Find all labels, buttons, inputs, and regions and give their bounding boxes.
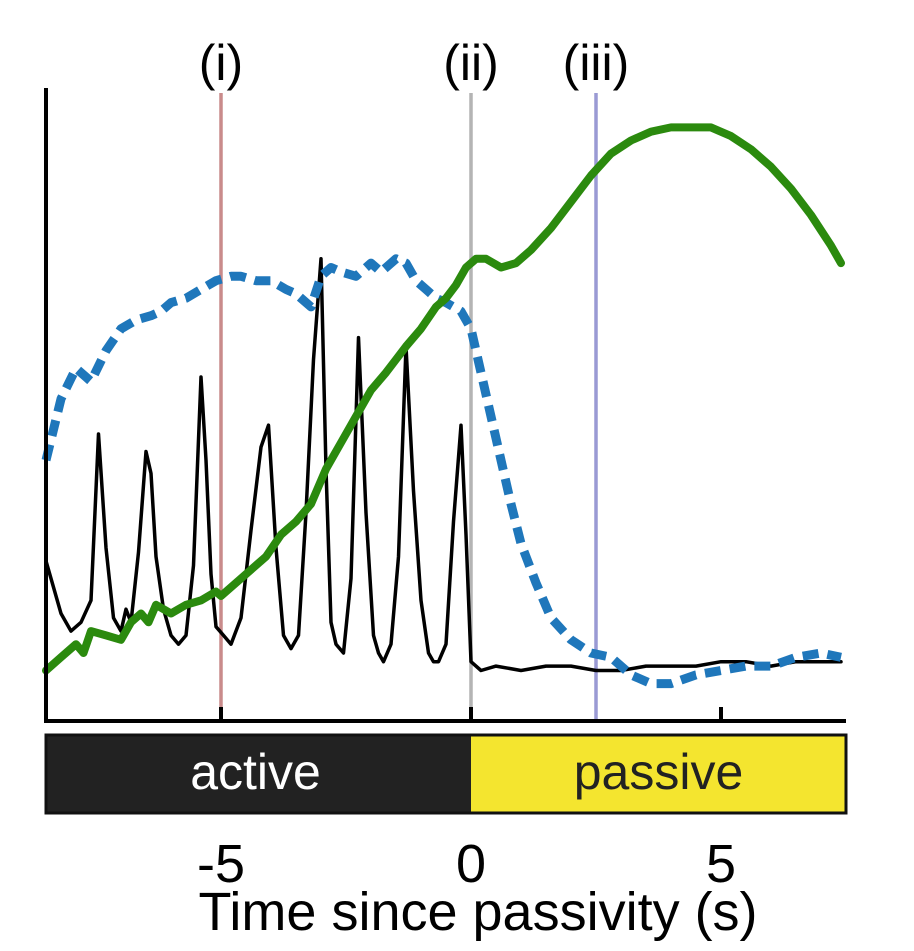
x-tick-label-3: 5 (706, 834, 736, 894)
phase-bar-border (44, 733, 848, 815)
x-tick-label-1: -5 (197, 834, 245, 894)
phase-label-active: active (190, 744, 321, 800)
marker-label-2: (ii) (443, 35, 499, 91)
marker-label-3: (iii) (563, 35, 630, 91)
marker-lines (219, 93, 598, 720)
axes (44, 88, 846, 723)
series-line-solid-thin (44, 257, 843, 673)
plot-series (41, 123, 845, 689)
marker-label-1: (i) (199, 35, 243, 91)
x-tick-label-2: 0 (456, 834, 486, 894)
phase-segment-active (46, 735, 471, 813)
phase-segment-passive (471, 735, 846, 813)
phase-label-passive: passive (574, 744, 744, 800)
series-line-dashed (41, 254, 842, 689)
x-ticks: -5 0 5 (197, 707, 736, 894)
x-axis-label: Time since passivity (s) (198, 882, 757, 942)
series-line-solid-thick (42, 123, 845, 675)
phase-bar: active passive (44, 733, 848, 815)
marker-labels: (i) (ii) (iii) (199, 35, 630, 91)
